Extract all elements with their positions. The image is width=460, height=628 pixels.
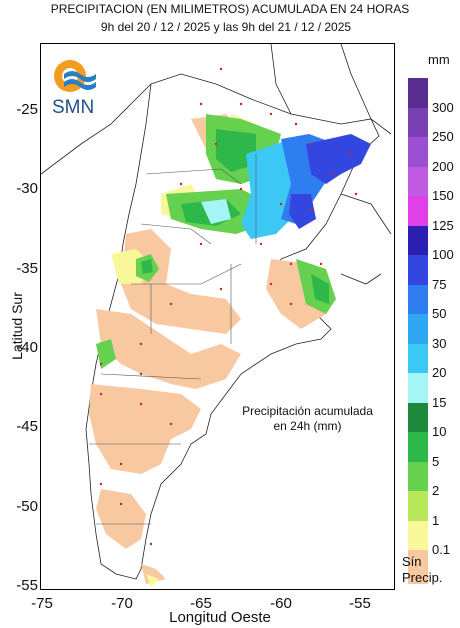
legend-swatch: [408, 491, 428, 521]
legend-swatch: [408, 166, 428, 196]
y-tick: -40: [16, 339, 38, 356]
province-borders: [89, 154, 257, 525]
legend-swatch: [408, 225, 428, 255]
smn-logo-text: SMN: [52, 97, 95, 118]
smn-logo: [50, 56, 110, 126]
legend-swatch: [408, 432, 428, 462]
legend-swatch: [408, 137, 428, 167]
y-tick: -55: [16, 577, 38, 594]
legend-label: 50: [432, 306, 447, 321]
legend-swatch: [408, 107, 428, 137]
y-axis-label: Latitud Sur: [9, 292, 25, 360]
no-precip-line-2: Precip.: [402, 570, 443, 585]
precip-zone-indigo: [289, 134, 371, 229]
annotation-line-1: Precipitación acumulada: [242, 404, 373, 418]
map-area: [40, 43, 395, 590]
legend-swatch: [408, 550, 428, 584]
x-tick: -65: [190, 595, 212, 612]
y-tick: -30: [16, 180, 38, 197]
map-title: PRECIPITACION (EN MILIMETROS) ACUMULADA …: [50, 2, 410, 16]
x-tick: -75: [31, 595, 53, 612]
legend-label: 20: [432, 365, 447, 380]
legend-label: 100: [432, 247, 454, 262]
legend-label: 5: [432, 453, 440, 469]
no-precip-line-1: Sín: [402, 554, 422, 569]
x-axis-label: Longitud Oeste: [169, 609, 271, 626]
legend-swatch: [408, 343, 428, 373]
x-tick: -70: [111, 595, 133, 612]
legend-swatch: [408, 255, 428, 285]
legend-label: 75: [432, 276, 447, 292]
x-tick: -55: [349, 595, 371, 612]
legend-label: 1: [432, 512, 440, 528]
legend-swatch: [408, 314, 428, 344]
legend-label: 2: [432, 483, 440, 498]
legend-swatch: [408, 402, 428, 432]
map-annotation: Precipitación acumulada en 24h (mm): [230, 404, 385, 434]
legend-swatch: [408, 196, 428, 226]
legend-label: 10: [432, 424, 447, 439]
annotation-line-2: en 24h (mm): [273, 419, 342, 433]
legend-swatch: [408, 461, 428, 491]
precipitation-map: [41, 44, 392, 587]
smn-logo-icon: [54, 60, 96, 92]
legend-label: 150: [432, 188, 454, 203]
legend-swatch: [408, 284, 428, 314]
legend-unit: mm: [428, 52, 450, 67]
legend-label: 250: [432, 129, 454, 144]
y-tick: -50: [16, 498, 38, 515]
legend-label: 125: [432, 217, 454, 233]
y-tick: -25: [16, 101, 38, 118]
legend-swatch: [408, 78, 428, 108]
x-tick: -60: [270, 595, 292, 612]
country-borders: [41, 44, 392, 285]
legend-label: 300: [432, 99, 454, 115]
legend-label: 200: [432, 158, 454, 174]
y-tick: -35: [16, 260, 38, 277]
map-subtitle: 9h del 20 / 12 / 2025 y las 9h del 21 / …: [100, 20, 352, 34]
legend-swatch: [408, 520, 428, 550]
legend-no-precip-label: Sín Precip.: [402, 554, 442, 586]
station-markers: [99, 67, 358, 546]
legend-label: 30: [432, 335, 447, 351]
precip-zone-cyan: [201, 199, 231, 224]
legend-label: 0.1: [432, 542, 451, 557]
y-tick: -45: [16, 418, 38, 435]
legend-swatch: [408, 373, 428, 403]
legend-label: 15: [432, 394, 447, 410]
